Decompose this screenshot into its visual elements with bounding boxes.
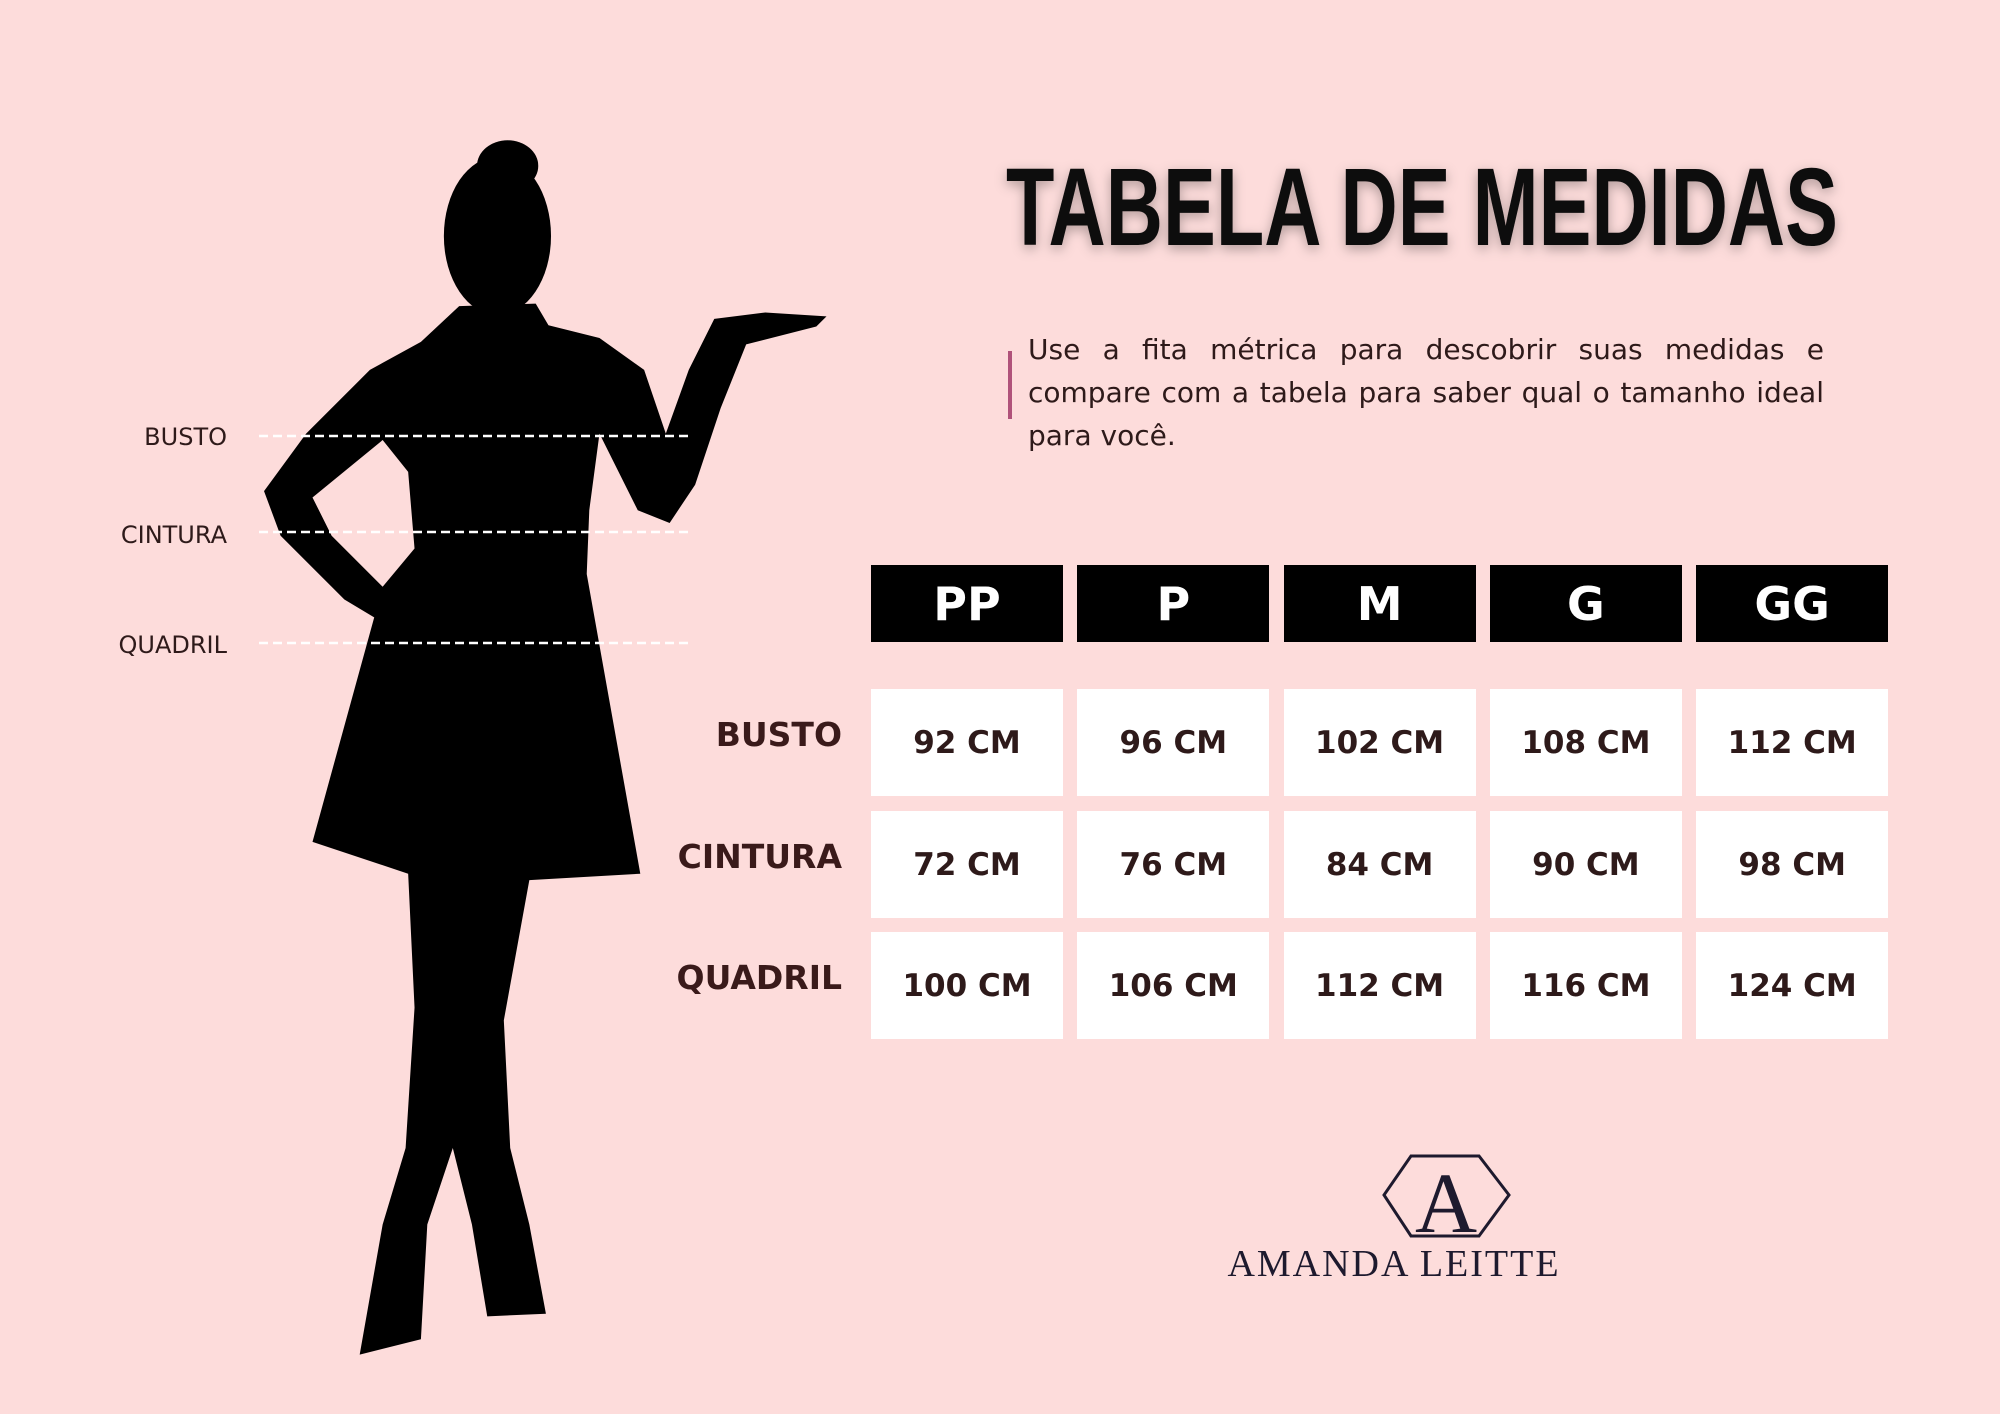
table-cell: 90 CM (1489, 811, 1682, 918)
logo (1382, 1154, 1511, 1238)
column-header: P (1077, 565, 1270, 642)
figure-label: BUSTO (144, 423, 227, 451)
row-label: QUADRIL (676, 958, 842, 997)
description: Use a fita métrica para descobrir suas m… (1028, 333, 1824, 452)
table-cell: 112 CM (1696, 689, 1889, 796)
table-cell: 124 CM (1696, 932, 1889, 1039)
title: TABELA DE MEDIDAS (1006, 146, 1838, 269)
table-cell: 76 CM (1077, 811, 1270, 918)
row-label: BUSTO (715, 715, 842, 754)
table-cell: 108 CM (1489, 689, 1682, 796)
figure-label: QUADRIL (118, 631, 227, 659)
table-cell: 84 CM (1283, 811, 1476, 918)
brand-name: AMANDA LEITTE (1227, 1243, 1561, 1285)
measure-lines (259, 434, 691, 645)
table-cell: 100 CM (871, 932, 1063, 1039)
table-cell: 102 CM (1283, 689, 1476, 796)
column-header: PP (871, 565, 1063, 642)
table-cell: 96 CM (1077, 689, 1270, 796)
figure-label: CINTURA (120, 521, 227, 549)
table-cell: 112 CM (1283, 932, 1476, 1039)
logo-monogram: A (1415, 1155, 1477, 1251)
row-label: CINTURA (677, 837, 842, 876)
silhouette (264, 140, 827, 1355)
table-cell: 106 CM (1077, 932, 1270, 1039)
column-header: M (1283, 565, 1476, 642)
column-header: G (1489, 565, 1682, 642)
table-cell: 116 CM (1489, 932, 1682, 1039)
column-header: GG (1696, 565, 1889, 642)
table-cell: 98 CM (1696, 811, 1889, 918)
table-cell: 92 CM (871, 689, 1063, 796)
table-cell: 72 CM (871, 811, 1063, 918)
accent-bar (1008, 351, 1012, 419)
